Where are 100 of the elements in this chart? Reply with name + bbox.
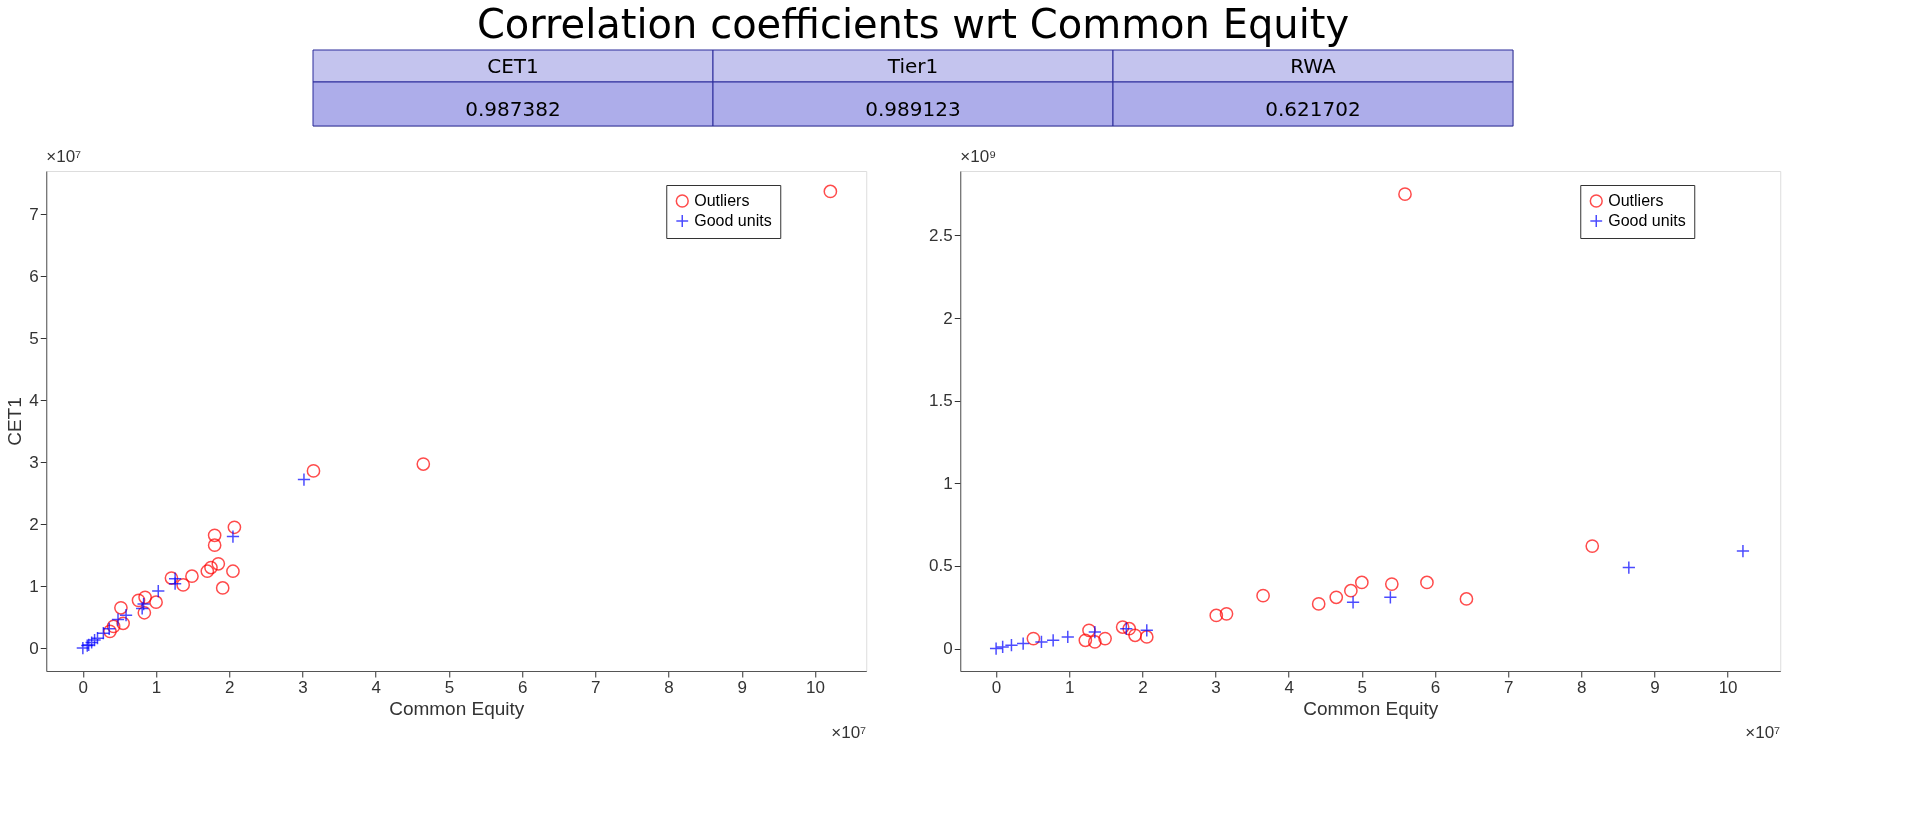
x-tick-label: 5 <box>444 677 455 697</box>
legend-label: Good units <box>1608 212 1686 229</box>
point <box>119 608 133 623</box>
text: ×10⁷ <box>46 147 82 166</box>
category-label: RWA <box>1290 54 1337 78</box>
x-tick-label: 1 <box>1065 677 1075 697</box>
x-axis-title: Common Equity <box>1303 697 1439 719</box>
point <box>1311 597 1326 611</box>
point <box>416 457 431 471</box>
y-tick-label: 6 <box>29 266 39 286</box>
point <box>995 640 1010 654</box>
point <box>185 569 199 584</box>
point <box>1736 544 1750 558</box>
x-tick-label: 7 <box>1503 677 1514 697</box>
point <box>116 616 130 631</box>
point <box>1398 187 1412 201</box>
point <box>136 597 151 611</box>
x-tick-label: 2 <box>1138 677 1148 697</box>
point <box>1209 608 1224 623</box>
y-tick-label: 1 <box>29 576 39 596</box>
x-tick-label: 2 <box>225 677 235 697</box>
legend-label: Good units <box>694 212 772 229</box>
point <box>200 564 215 579</box>
x-tick-label: 6 <box>1430 677 1441 697</box>
point <box>204 560 218 575</box>
legend-label: Outliers <box>694 192 750 209</box>
text: ×10⁹ <box>960 147 997 166</box>
text: ×10⁷ <box>831 723 867 742</box>
point <box>1098 631 1112 646</box>
y-tick-label: 2 <box>943 308 953 328</box>
y-tick-label: 1.5 <box>929 391 953 411</box>
point <box>1459 592 1474 606</box>
point <box>168 576 182 591</box>
data-label: 0.989123 <box>865 97 961 121</box>
x-tick-label: 9 <box>737 677 748 697</box>
point <box>1060 630 1075 644</box>
point <box>1621 560 1636 575</box>
x-tick-label: 8 <box>1577 677 1587 697</box>
x-tick-label: 3 <box>1211 677 1221 697</box>
y-tick-label: 4 <box>29 390 39 410</box>
y-tick-label: 0 <box>29 638 39 658</box>
point <box>297 472 311 487</box>
point <box>1115 620 1130 634</box>
text: Correlation coefficients wrt Common Equity <box>476 0 1350 47</box>
category-label: Tier1 <box>886 54 939 78</box>
y-tick-label: 3 <box>29 452 39 472</box>
x-tick-label: 4 <box>1284 677 1294 697</box>
point <box>111 612 125 627</box>
point <box>1256 588 1270 603</box>
point <box>1383 590 1398 605</box>
y-tick-label: 1 <box>943 473 953 493</box>
x-tick-label: 8 <box>664 677 674 697</box>
category-label: CET1 <box>487 54 539 78</box>
x-tick-label: 10 <box>806 677 825 697</box>
point <box>226 564 240 579</box>
y-tick-label: 7 <box>29 204 39 224</box>
point <box>1343 583 1358 598</box>
point <box>1329 590 1344 605</box>
y-tick-label: 2.5 <box>929 225 953 245</box>
point <box>1346 595 1360 610</box>
point <box>1016 636 1031 651</box>
x-tick-label: 1 <box>151 677 162 697</box>
point <box>1354 575 1369 590</box>
point <box>1384 577 1399 591</box>
point <box>1585 539 1600 553</box>
x-tick-label: 0 <box>78 677 89 697</box>
point <box>1420 575 1434 590</box>
point <box>227 520 242 535</box>
point <box>1026 631 1041 646</box>
x-axis-title: Common Equity <box>389 697 525 719</box>
point <box>151 584 166 598</box>
point <box>176 578 191 592</box>
x-tick-label: 7 <box>591 677 601 697</box>
y-tick-label: 0.5 <box>929 556 953 576</box>
point <box>1034 635 1049 649</box>
x-tick-label: 5 <box>1357 677 1368 697</box>
y-tick-label: 5 <box>29 328 39 348</box>
point <box>149 595 163 610</box>
x-tick-label: 0 <box>991 677 1002 697</box>
point <box>131 593 146 608</box>
point <box>1219 606 1234 621</box>
point <box>1087 625 1102 639</box>
text: ×10⁷ <box>1745 723 1781 742</box>
point <box>114 600 128 615</box>
point <box>1004 638 1019 653</box>
data-label: 0.621702 <box>1265 97 1361 121</box>
x-tick-label: 4 <box>371 677 381 697</box>
point <box>823 184 838 199</box>
point <box>106 619 121 634</box>
y-tick-label: 0 <box>943 639 953 659</box>
point <box>1046 633 1061 648</box>
y-axis-title: CET1 <box>4 397 26 446</box>
x-tick-label: 10 <box>1718 677 1738 697</box>
point <box>138 590 152 605</box>
point <box>207 528 222 543</box>
point <box>137 605 152 620</box>
point <box>1087 635 1102 649</box>
point <box>989 641 1003 656</box>
point <box>211 556 226 571</box>
x-tick-label: 3 <box>298 677 308 697</box>
